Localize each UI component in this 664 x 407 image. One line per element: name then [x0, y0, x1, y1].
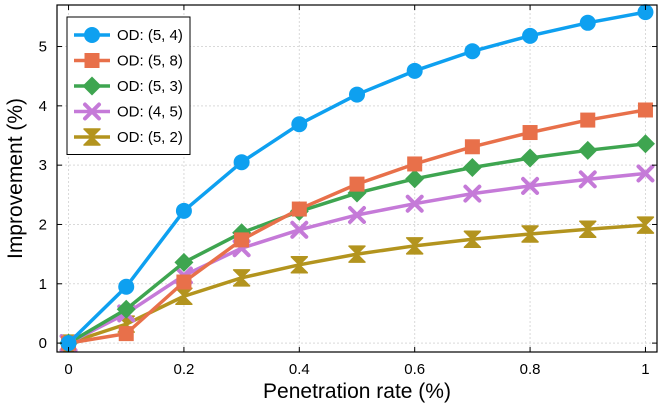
- legend-marker: [84, 53, 100, 68]
- data-point: [636, 164, 655, 183]
- y-tick-label: 2: [39, 216, 47, 233]
- data-point: [234, 232, 250, 248]
- legend-marker: [83, 102, 101, 121]
- plot-frame: [56, 4, 658, 353]
- data-point: [116, 299, 136, 319]
- data-point: [348, 245, 366, 263]
- data-point: [522, 27, 539, 44]
- data-point: [635, 134, 655, 154]
- y-tick-label: 1: [39, 276, 47, 293]
- data-point: [463, 230, 482, 249]
- data-point: [175, 202, 192, 219]
- data-point: [464, 43, 481, 60]
- data-point: [174, 252, 194, 272]
- series-2: [59, 134, 655, 353]
- data-point: [463, 184, 482, 203]
- y-tick-label: 3: [39, 157, 47, 174]
- x-tick-label: 1: [641, 361, 649, 378]
- legend-marker: [83, 128, 101, 146]
- data-point: [405, 194, 424, 213]
- x-tick-label: 0.4: [289, 361, 310, 378]
- data-point: [290, 256, 309, 274]
- data-point: [407, 156, 423, 172]
- data-point: [348, 205, 366, 224]
- axis-ticks: 0 0.2 0.4 0.6 0.8 1 0 1 2 3 4 5: [39, 5, 657, 378]
- data-point: [349, 176, 365, 192]
- x-axis-title: Penetration rate (%): [263, 380, 451, 403]
- data-point: [520, 148, 540, 168]
- data-point: [464, 139, 480, 155]
- data-point: [60, 335, 77, 352]
- data-point: [405, 237, 424, 255]
- legend-item: OD: (4, 5): [74, 102, 183, 121]
- data-point: [462, 158, 482, 178]
- legend-item: OD: (5, 4): [74, 27, 183, 44]
- legend-marker: [84, 27, 100, 43]
- y-tick-label: 0: [39, 335, 47, 352]
- data-point: [291, 201, 307, 217]
- data-point: [521, 176, 540, 195]
- data-point: [578, 140, 598, 160]
- legend: OD: (5, 4) OD: (5, 8) OD: (5, 3) OD: (4, 5)…: [66, 16, 191, 155]
- y-tick-label: 4: [39, 98, 47, 115]
- series-lines: [59, 4, 655, 353]
- legend-label: OD: (4, 5): [117, 104, 183, 121]
- data-point: [578, 170, 597, 189]
- x-tick-label: 0.6: [404, 361, 425, 378]
- y-axis-title: Improvement (%): [4, 98, 27, 259]
- legend-item: OD: (5, 8): [74, 53, 183, 70]
- data-point: [232, 269, 251, 287]
- data-point: [405, 169, 425, 189]
- data-point: [406, 62, 423, 79]
- data-point: [290, 220, 309, 239]
- legend-label: OD: (5, 4): [117, 27, 183, 44]
- legend-label: OD: (5, 2): [117, 129, 183, 146]
- data-point: [636, 216, 655, 234]
- series-0: [60, 4, 654, 352]
- legend-marker: [82, 76, 102, 96]
- data-point: [579, 14, 596, 31]
- data-point: [118, 326, 134, 342]
- data-point: [522, 125, 538, 141]
- x-tick-label: 0: [64, 361, 72, 378]
- series-line: [67, 142, 646, 345]
- data-point: [637, 102, 653, 118]
- y-tick-label: 5: [39, 39, 47, 56]
- data-point: [521, 225, 539, 243]
- legend-label: OD: (5, 8): [117, 53, 183, 70]
- legend-item: OD: (5, 2): [74, 128, 183, 146]
- x-tick-label: 0.8: [520, 361, 541, 378]
- data-point: [637, 4, 654, 21]
- legend-label: OD: (5, 3): [117, 78, 183, 95]
- series-1: [61, 102, 653, 351]
- data-point: [579, 220, 597, 238]
- data-point: [349, 86, 365, 103]
- data-point: [580, 112, 596, 128]
- data-point: [233, 154, 250, 171]
- x-tick-label: 0.2: [173, 361, 194, 378]
- data-point: [176, 274, 192, 290]
- data-point: [291, 116, 308, 133]
- data-point: [175, 287, 193, 305]
- legend-item: OD: (5, 3): [74, 76, 183, 96]
- data-point: [118, 278, 135, 295]
